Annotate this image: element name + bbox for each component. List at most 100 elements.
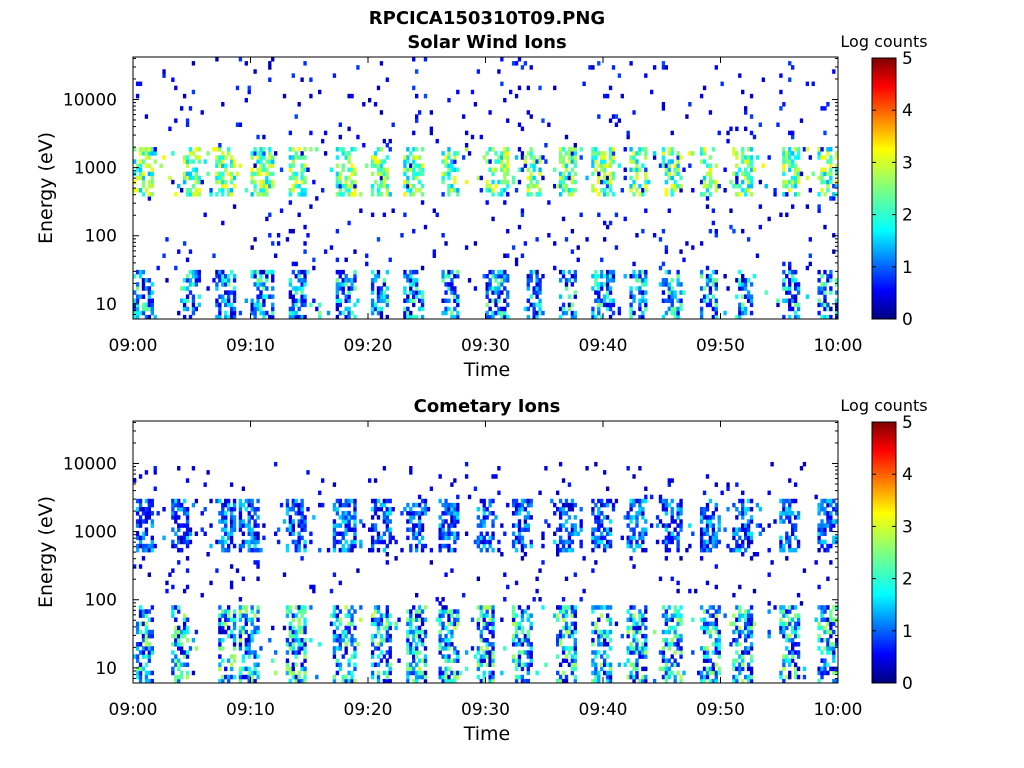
spectrogram-cell: [820, 502, 824, 508]
spectrogram-cell: [303, 642, 307, 647]
spectrogram-cell: [785, 515, 789, 520]
spectrogram-cell: [177, 498, 181, 504]
spectrogram-cell: [464, 531, 469, 537]
spectrogram-cell: [353, 278, 357, 283]
spectrogram-cell: [664, 511, 669, 516]
spectrogram-cell: [291, 650, 295, 655]
spectrogram-cell: [829, 527, 833, 532]
spectrogram-cell: [182, 539, 187, 545]
spectrogram-cell: [691, 617, 695, 622]
spectrogram-cell: [749, 114, 754, 119]
spectrogram-cell: [303, 298, 307, 304]
spectrogram-cell: [417, 617, 422, 622]
spectrogram-cell: [244, 498, 248, 504]
spectrogram-cell: [347, 625, 351, 631]
spectrogram-cell: [635, 646, 639, 651]
spectrogram-cell: [597, 539, 601, 545]
spectrogram-cell: [491, 290, 495, 295]
spectrogram-cell: [488, 654, 492, 659]
spectrogram-cell: [826, 523, 830, 528]
spectrogram-cell: [667, 175, 671, 181]
spectrogram-cell: [335, 658, 340, 663]
spectrogram-cell: [679, 556, 683, 561]
spectrogram-cell: [147, 670, 152, 676]
spectrogram-cell: [793, 498, 798, 504]
spectrogram-cell: [820, 167, 824, 173]
spectrogram-cell: [447, 306, 451, 312]
spectrogram-cell: [344, 650, 348, 655]
spectrogram-cell: [561, 617, 566, 622]
spectrogram-cell: [594, 625, 598, 631]
spectrogram-cell: [294, 539, 298, 545]
spectrogram-cell: [497, 310, 501, 316]
spectrogram-cell: [191, 89, 196, 95]
spectrogram-cell: [171, 515, 175, 520]
spectrogram-cell: [670, 531, 674, 537]
spectrogram-cell: [826, 171, 830, 177]
spectrogram-cell: [741, 306, 745, 312]
spectrogram-cell: [603, 294, 607, 299]
spectrogram-cell: [447, 298, 451, 304]
spectrogram-cell: [729, 547, 733, 553]
spectrogram-cell: [444, 654, 448, 659]
spectrogram-cell: [194, 646, 199, 651]
spectrogram-cell: [359, 208, 363, 213]
spectrogram-cell: [177, 527, 181, 532]
spectrogram-cell: [268, 147, 272, 152]
spectrogram-cell: [332, 633, 337, 639]
spectrogram-cell: [259, 306, 263, 312]
spectrogram-cell: [817, 208, 821, 213]
spectrogram-cell: [667, 547, 671, 553]
spectrogram-cell: [558, 314, 563, 320]
spectrogram-cell: [741, 662, 745, 668]
spectrogram-cell: [793, 310, 798, 316]
spectrogram-cell: [256, 605, 260, 610]
spectrogram-cell: [688, 588, 692, 594]
spectrogram-cell: [482, 654, 486, 659]
spectrogram-cell: [544, 159, 548, 164]
spectrogram-cell: [276, 527, 281, 532]
spectrogram-cell: [597, 498, 601, 504]
spectrogram-cell: [174, 543, 178, 549]
spectrogram-cell: [182, 302, 187, 308]
spectrogram-cell: [215, 282, 219, 287]
spectrogram-cell: [773, 192, 777, 197]
spectrogram-cell: [488, 286, 492, 291]
spectrogram-cell: [353, 523, 357, 528]
spectrogram-cell: [664, 621, 669, 627]
spectrogram-cell: [632, 294, 636, 299]
spectrogram-cell: [529, 662, 533, 668]
spectrogram-cell: [262, 535, 266, 541]
spectrogram-cell: [814, 560, 818, 565]
spectrogram-cell: [823, 670, 827, 676]
spectrogram-cell: [717, 609, 721, 614]
spectrogram-cell: [679, 621, 683, 627]
spectrogram-cell: [788, 167, 792, 173]
spectrogram-cell: [229, 584, 234, 590]
spectrogram-cell: [191, 310, 196, 316]
spectrogram-cell: [600, 151, 604, 156]
spectrogram-cell: [632, 662, 636, 668]
spectrogram-cell: [409, 286, 413, 291]
spectrogram-cell: [820, 650, 824, 655]
spectrogram-cell: [203, 531, 207, 537]
spectrogram-cell: [635, 662, 639, 668]
spectrogram-cell: [206, 470, 210, 475]
spectrogram-cell: [303, 539, 307, 545]
spectrogram-cell: [503, 597, 507, 602]
spectrogram-cell: [473, 486, 478, 491]
spectrogram-cell: [450, 519, 454, 524]
x-tick-label: 09:40: [579, 336, 628, 356]
spectrogram-cell: [738, 670, 742, 676]
spectrogram-cell: [479, 188, 483, 193]
spectrogram-cell: [594, 621, 598, 627]
spectrogram-cell: [785, 633, 789, 639]
spectrogram-cell: [182, 629, 187, 635]
spectrogram-cell: [820, 519, 824, 524]
spectrogram-cell: [370, 523, 375, 528]
spectrogram-cell: [567, 151, 572, 156]
spectrogram-cell: [344, 605, 348, 610]
spectrogram-cell: [641, 188, 645, 193]
spectrogram-cell: [265, 273, 269, 279]
spectrogram-cell: [482, 539, 486, 545]
